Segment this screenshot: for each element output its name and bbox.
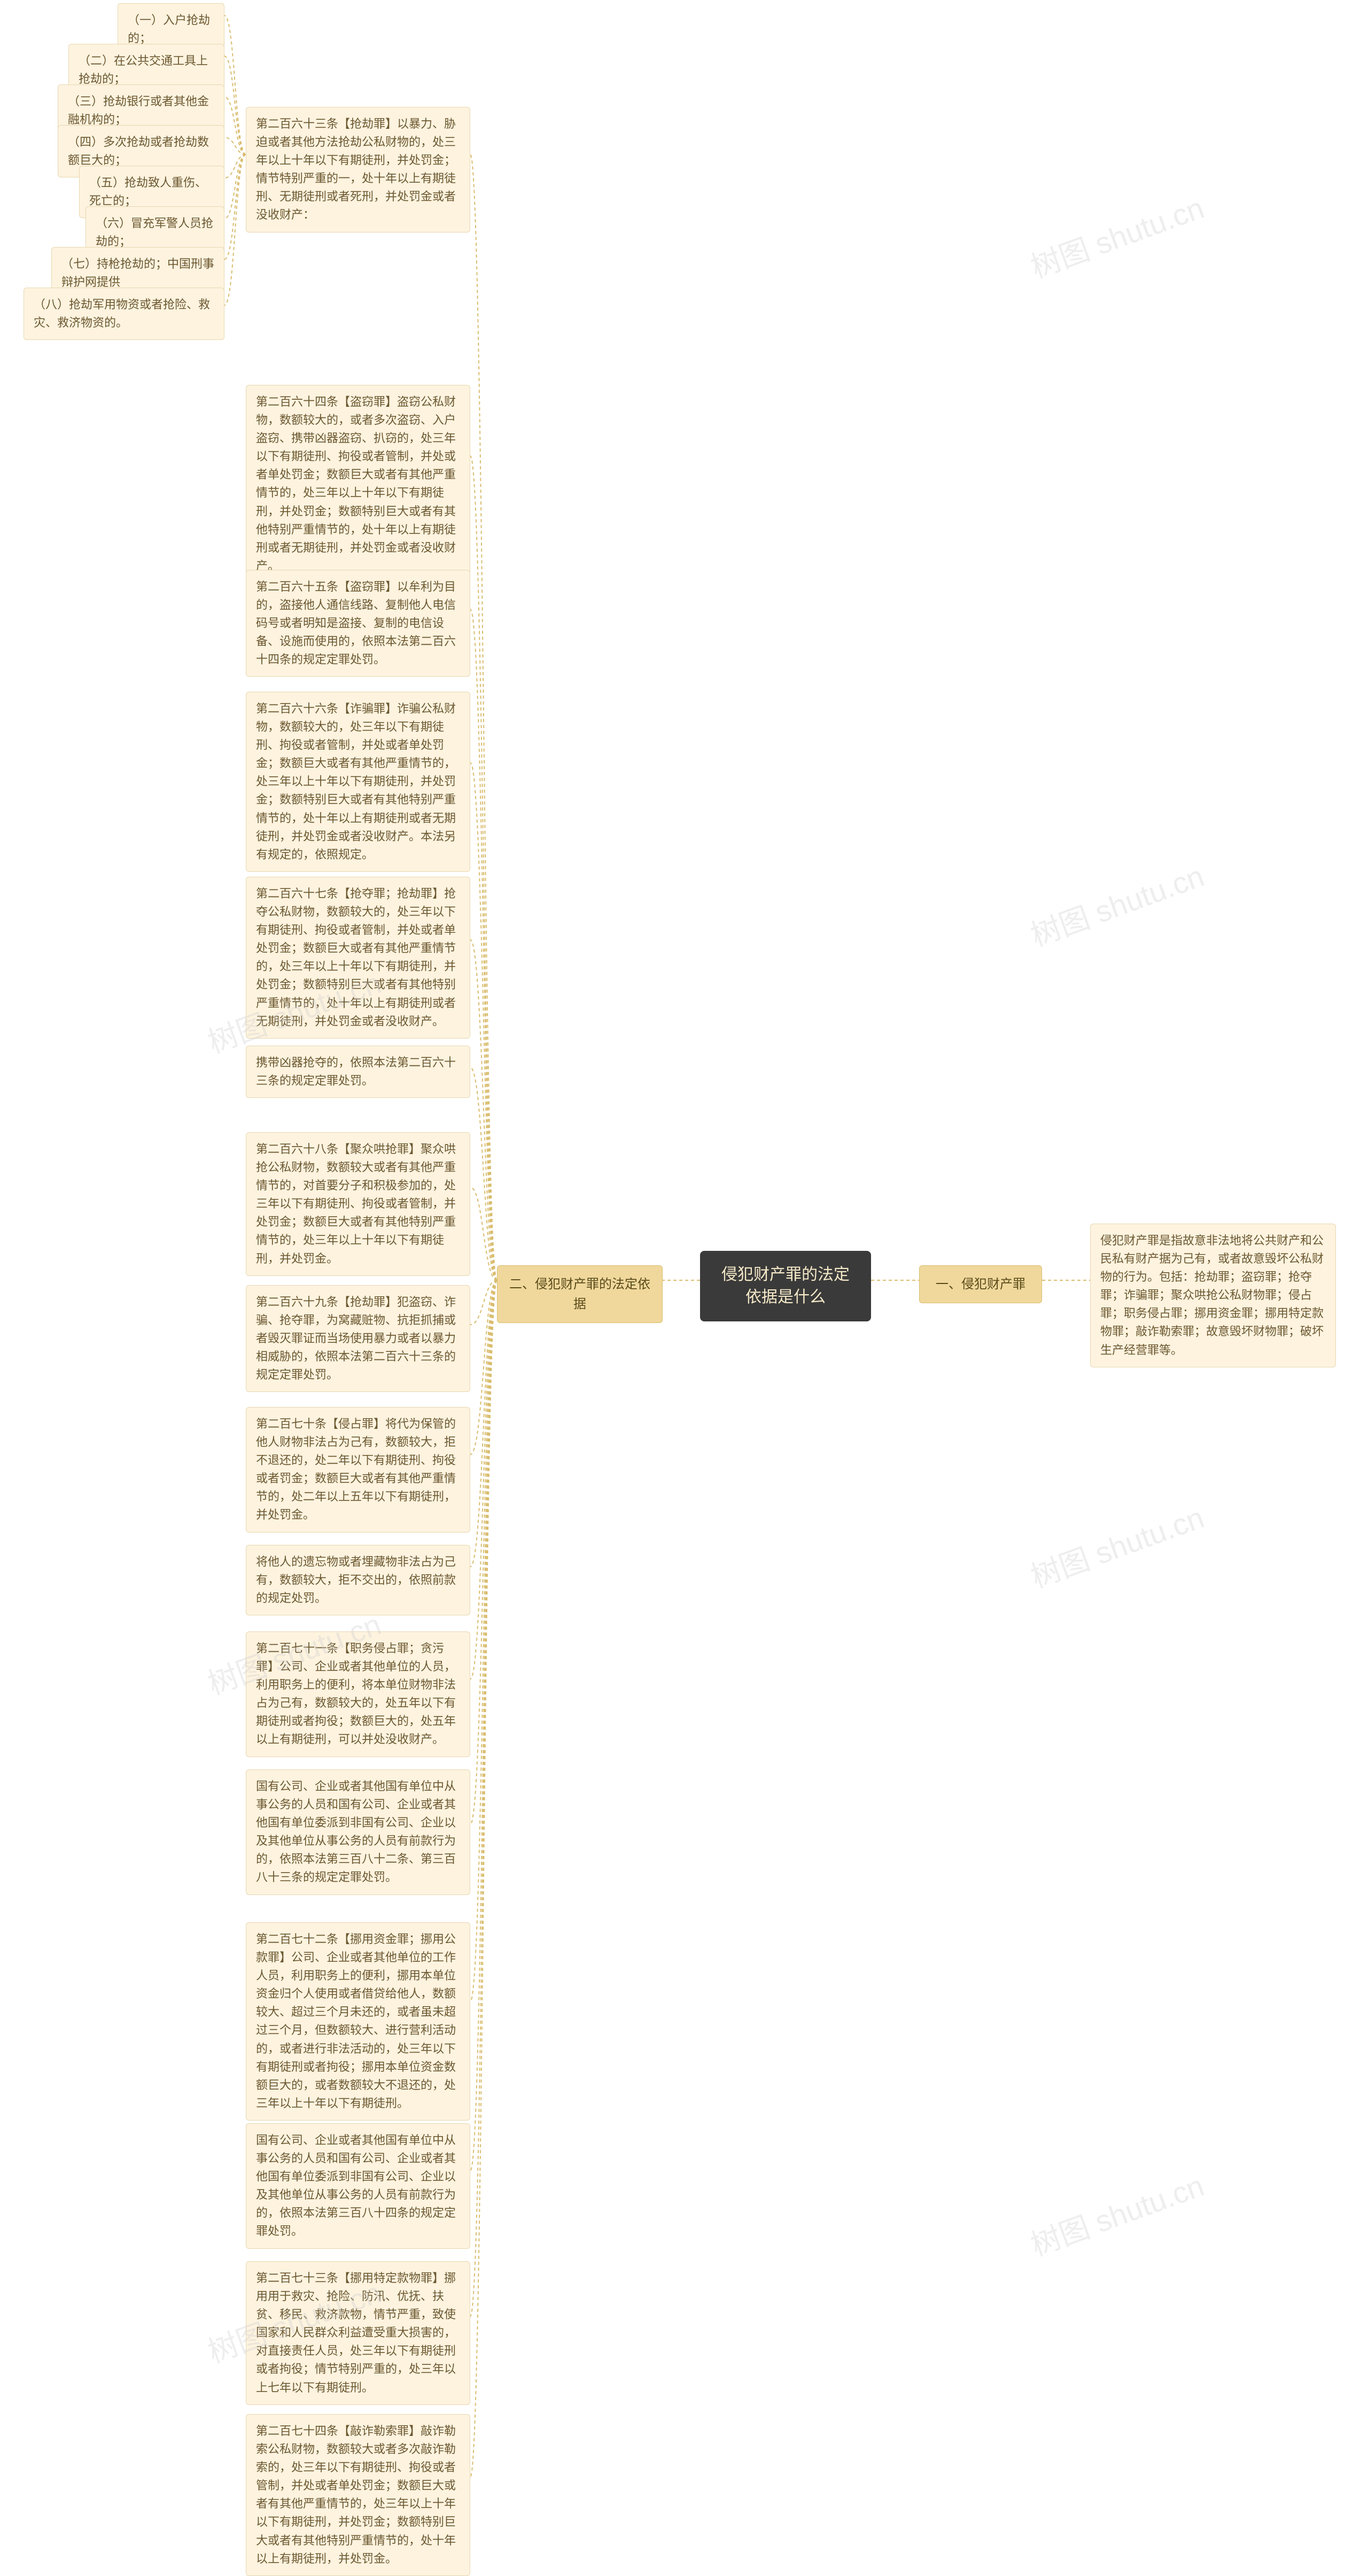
left-leaf-13: 第二百七十三条【挪用特定款物罪】挪用用于救灾、抢险、防汛、优抚、扶贫、移民、救济… (246, 2261, 470, 2405)
left-top-sub-7: （八）抢劫军用物资或者抢险、救灾、救济物资的。 (24, 288, 224, 340)
left-leaf-5: 第二百六十八条【聚众哄抢罪】聚众哄抢公私财物，数额较大或者有其他严重情节的，对首… (246, 1132, 470, 1276)
left-leaf-6: 第二百六十九条【抢劫罪】犯盗窃、诈骗、抢夺罪，为窝藏赃物、抗拒抓捕或者毁灭罪证而… (246, 1285, 470, 1392)
watermark-5: 树图 shutu.cn (1024, 1494, 1209, 1596)
left-top-leaf: 第二百六十三条【抢劫罪】以暴力、胁迫或者其他方法抢劫公私财物的，处三年以上十年以… (246, 107, 470, 233)
left-leaf-7: 第二百七十条【侵占罪】将代为保管的他人财物非法占为己有，数额较大，拒不退还的，处… (246, 1407, 470, 1533)
left-leaf-12: 国有公司、企业或者其他国有单位中从事公务的人员和国有公司、企业或者其他国有单位委… (246, 2123, 470, 2249)
left-leaf-1: 第二百六十五条【盗窃罪】以牟利为目的，盗接他人通信线路、复制他人电信码号或者明知… (246, 570, 470, 677)
left-leaf-8: 将他人的遗忘物或者埋藏物非法占为己有，数额较大，拒不交出的，依照前款的规定处罚。 (246, 1545, 470, 1615)
left-leaf-0: 第二百六十四条【盗窃罪】盗窃公私财物，数额较大的，或者多次盗窃、入户盗窃、携带凶… (246, 385, 470, 583)
left-leaf-9: 第二百七十一条【职务侵占罪；贪污罪】公司、企业或者其他单位的人员，利用职务上的便… (246, 1631, 470, 1757)
root-node: 侵犯财产罪的法定依据是什么 (700, 1251, 871, 1321)
left-leaf-3: 第二百六十七条【抢夺罪；抢劫罪】抢夺公私财物，数额较大的，处三年以下有期徒刑、拘… (246, 877, 470, 1039)
left-leaf-11: 第二百七十二条【挪用资金罪；挪用公款罪】公司、企业或者其他单位的工作人员，利用职… (246, 1922, 470, 2121)
right-leaf: 侵犯财产罪是指故意非法地将公共财产和公民私有财产据为己有，或者故意毁坏公私财物的… (1090, 1224, 1336, 1367)
left-leaf-10: 国有公司、企业或者其他国有单位中从事公务的人员和国有公司、企业或者其他国有单位委… (246, 1769, 470, 1895)
left-leaf-14: 第二百七十四条【敲诈勒索罪】敲诈勒索公私财物，数额较大或者多次敲诈勒索的，处三年… (246, 2414, 470, 2576)
watermark-4: 树图 shutu.cn (1024, 852, 1209, 955)
section-right: 一、侵犯财产罪 (919, 1265, 1042, 1303)
section-left: 二、侵犯财产罪的法定依据 (497, 1265, 663, 1323)
watermark-3: 树图 shutu.cn (1024, 184, 1209, 287)
left-leaf-2: 第二百六十六条【诈骗罪】诈骗公私财物，数额较大的，处三年以下有期徒刑、拘役或者管… (246, 692, 470, 872)
left-leaf-4: 携带凶器抢夺的，依照本法第二百六十三条的规定定罪处罚。 (246, 1046, 470, 1098)
watermark-6: 树图 shutu.cn (1024, 2162, 1209, 2264)
mindmap-diagram: 侵犯财产罪的法定依据是什么 一、侵犯财产罪 侵犯财产罪是指故意非法地将公共财产和公民… (0, 0, 1368, 2559)
